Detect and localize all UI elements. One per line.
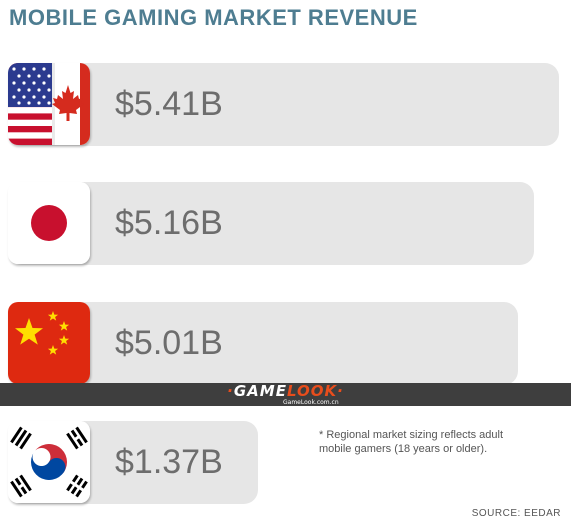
south-korea-flag-icon: [8, 421, 90, 503]
bar-china: [8, 302, 518, 385]
watermark-band: [0, 383, 571, 406]
bar-us-canada: [8, 63, 559, 146]
footnote: * Regional market sizing reflects adult …: [319, 429, 504, 455]
source-note: SOURCE: EEDAR: [471, 508, 561, 519]
japan-flag-icon: [8, 182, 90, 264]
value-label-south-korea: $1.37B: [115, 443, 223, 481]
value-label-us-canada: $5.41B: [115, 85, 223, 123]
bar-japan: [8, 182, 534, 265]
watermark-url: GameLook.com.cn: [283, 399, 339, 406]
us-canada-flag-icon: [8, 63, 90, 145]
chart-title: MOBILE GAMING MARKET REVENUE: [9, 5, 418, 30]
value-label-japan: $5.16B: [115, 204, 223, 242]
watermark-logo: ·GAMELOOK·: [227, 382, 344, 400]
value-label-china: $5.01B: [115, 324, 223, 362]
china-flag-icon: [8, 302, 90, 384]
